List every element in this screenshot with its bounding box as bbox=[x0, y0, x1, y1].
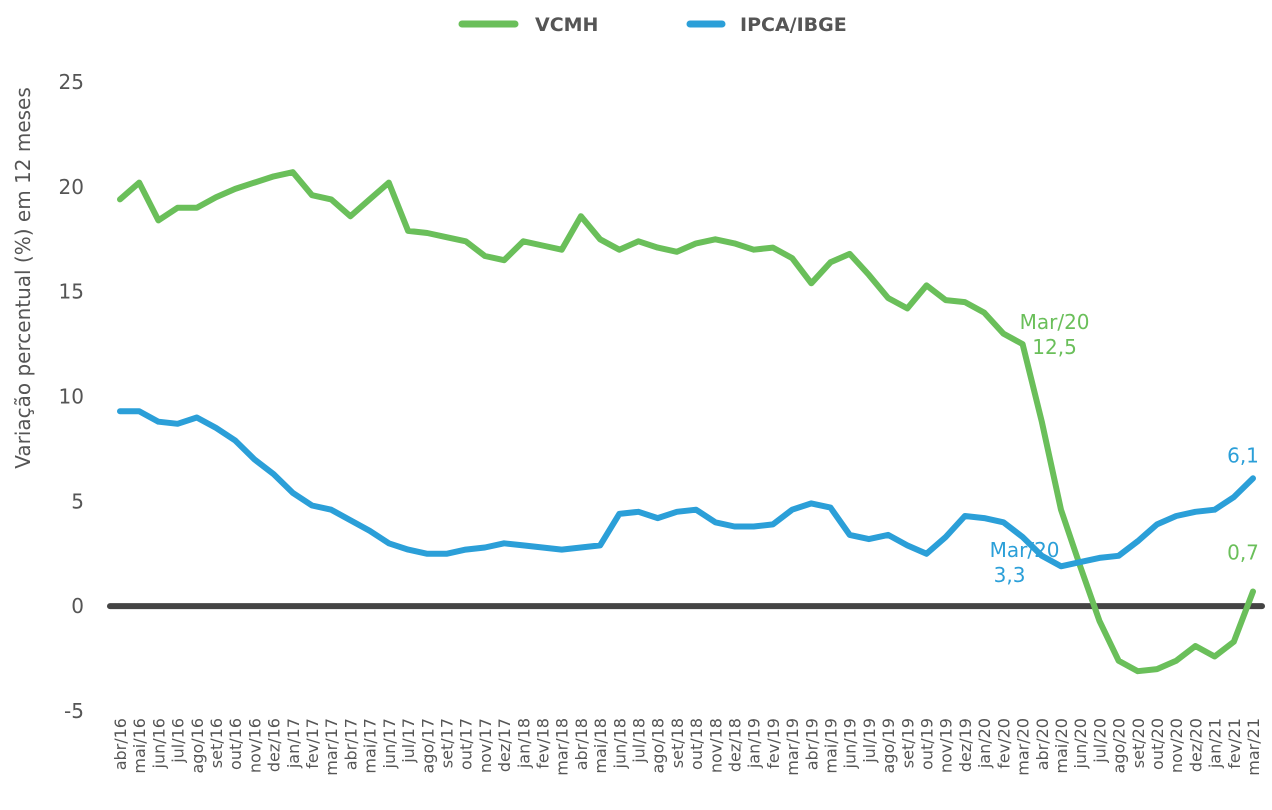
x-tick-label: abr/20 bbox=[1033, 718, 1052, 770]
x-tick-label: fev/17 bbox=[303, 718, 322, 769]
x-tick-label: jun/17 bbox=[380, 718, 399, 769]
y-tick-label: 0 bbox=[71, 594, 84, 618]
x-tick-label: set/16 bbox=[207, 718, 226, 768]
x-tick-label: nov/18 bbox=[706, 718, 725, 773]
x-tick-label: jun/18 bbox=[610, 718, 629, 769]
x-tick-label: set/18 bbox=[668, 718, 687, 768]
x-tick-label: jul/19 bbox=[860, 718, 879, 764]
x-tick-label: jan/20 bbox=[975, 718, 994, 769]
x-tick-label: out/17 bbox=[457, 718, 476, 770]
y-tick-label: 25 bbox=[59, 70, 84, 94]
x-tick-label: jun/20 bbox=[1071, 718, 1090, 769]
x-tick-label: mai/17 bbox=[361, 718, 380, 774]
series-line bbox=[117, 169, 1256, 675]
x-tick-label: dez/19 bbox=[956, 718, 975, 772]
x-tick-label: jan/19 bbox=[745, 718, 764, 769]
x-tick-label: nov/19 bbox=[937, 718, 956, 773]
x-tick-label: mar/20 bbox=[1014, 718, 1033, 776]
x-tick-label: out/16 bbox=[226, 718, 245, 770]
x-tick-label: nov/17 bbox=[476, 718, 495, 773]
x-tick-label: out/18 bbox=[687, 718, 706, 770]
x-tick-label: jul/20 bbox=[1090, 718, 1109, 764]
data-label: 0,7 bbox=[1227, 540, 1259, 564]
legend-label: VCMH bbox=[535, 14, 598, 36]
x-tick-label: fev/19 bbox=[764, 718, 783, 769]
x-tick-label: fev/18 bbox=[533, 718, 552, 769]
x-tick-label: fev/21 bbox=[1225, 718, 1244, 769]
data-label: 12,5 bbox=[1032, 335, 1077, 359]
x-tick-label: set/17 bbox=[437, 718, 456, 768]
x-tick-label: fev/20 bbox=[994, 718, 1013, 769]
x-tick-label: jul/16 bbox=[169, 718, 188, 764]
y-tick-label: 5 bbox=[71, 489, 84, 513]
x-tick-label: nov/20 bbox=[1167, 718, 1186, 773]
y-tick-label: 10 bbox=[59, 385, 84, 409]
data-label: 3,3 bbox=[994, 563, 1026, 587]
x-tick-label: abr/19 bbox=[802, 718, 821, 770]
x-tick-label: jun/16 bbox=[149, 718, 168, 769]
x-tick-label: ago/17 bbox=[418, 718, 437, 774]
x-tick-label: dez/18 bbox=[726, 718, 745, 772]
x-tick-label: dez/17 bbox=[495, 718, 514, 772]
x-tick-label: out/20 bbox=[1148, 718, 1167, 770]
x-tick-label: set/20 bbox=[1129, 718, 1148, 768]
x-tick-label: nov/16 bbox=[245, 718, 264, 773]
x-tick-label: jul/18 bbox=[629, 718, 648, 764]
x-tick-label: mai/20 bbox=[1052, 718, 1071, 774]
annotation: Mar/20 bbox=[990, 538, 1060, 562]
data-label: 6,1 bbox=[1227, 443, 1259, 467]
x-tick-label: ago/18 bbox=[649, 718, 668, 774]
x-tick-label: abr/18 bbox=[572, 718, 591, 770]
x-tick-label: mar/17 bbox=[322, 718, 341, 776]
x-tick-label: jan/18 bbox=[514, 718, 533, 769]
x-tick-label: ago/20 bbox=[1110, 718, 1129, 774]
x-tick-label: jun/19 bbox=[841, 718, 860, 769]
x-tick-label: ago/19 bbox=[879, 718, 898, 774]
annotation: Mar/20 bbox=[1020, 310, 1090, 334]
x-tick-label: abr/16 bbox=[111, 718, 130, 770]
x-tick-label: set/19 bbox=[898, 718, 917, 768]
series-line bbox=[117, 408, 1256, 570]
x-tick-label: mai/18 bbox=[591, 718, 610, 774]
x-tick-label: dez/20 bbox=[1186, 718, 1205, 772]
x-tick-label: jan/17 bbox=[284, 718, 303, 769]
x-tick-label: ago/16 bbox=[188, 718, 207, 774]
x-tick-label: jul/17 bbox=[399, 718, 418, 764]
y-tick-label: -5 bbox=[64, 699, 84, 723]
x-tick-label: mar/18 bbox=[553, 718, 572, 776]
x-tick-label: mai/19 bbox=[822, 718, 841, 774]
x-tick-label: jan/21 bbox=[1206, 718, 1225, 769]
x-tick-label: dez/16 bbox=[265, 718, 284, 772]
x-tick-label: out/19 bbox=[918, 718, 937, 770]
x-tick-label: abr/17 bbox=[341, 718, 360, 770]
legend-label: IPCA/IBGE bbox=[740, 14, 847, 36]
y-tick-label: 15 bbox=[59, 280, 84, 304]
x-tick-label: mar/21 bbox=[1244, 718, 1263, 776]
x-tick-label: mai/16 bbox=[130, 718, 149, 774]
y-axis-label: Variação percentual (%) em 12 meses bbox=[11, 87, 35, 469]
y-tick-label: 20 bbox=[59, 175, 84, 199]
x-tick-label: mar/19 bbox=[783, 718, 802, 776]
